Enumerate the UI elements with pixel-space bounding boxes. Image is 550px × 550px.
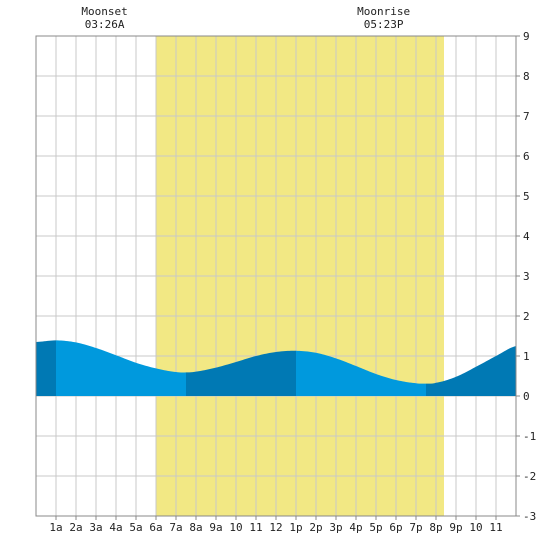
- x-tick-label: 5a: [129, 521, 142, 534]
- x-tick-label: 1p: [289, 521, 302, 534]
- tide-area-dark: [186, 350, 296, 396]
- y-tick-label: -1: [523, 430, 536, 443]
- x-tick-label: 1a: [49, 521, 62, 534]
- moonrise-time: 05:23P: [364, 18, 404, 31]
- y-tick-label: -2: [523, 470, 536, 483]
- x-tick-label: 10: [469, 521, 482, 534]
- moonrise-label: Moonrise: [357, 5, 410, 18]
- water-layer: [36, 340, 516, 396]
- x-tick-label: 12: [269, 521, 282, 534]
- y-tick-label: -3: [523, 510, 536, 523]
- x-tick-label: 6a: [149, 521, 162, 534]
- x-axis: 1a 2a 3a 4a 5a 6a 7a 8a 9a 10 11 12 1p 2p 3p 4p 5p 6p 7p 8p…: [49, 516, 503, 534]
- y-tick-label: 7: [523, 110, 530, 123]
- x-tick-label: 2a: [69, 521, 82, 534]
- grid-layer: [36, 36, 516, 516]
- x-tick-label: 7a: [169, 521, 182, 534]
- x-tick-label: 11: [489, 521, 502, 534]
- x-tick-label: 8p: [429, 521, 442, 534]
- tide-area-dark: [426, 346, 516, 396]
- x-tick-label: 4a: [109, 521, 122, 534]
- x-tick-label: 2p: [309, 521, 322, 534]
- y-tick-label: 6: [523, 150, 530, 163]
- y-tick-label: 2: [523, 310, 530, 323]
- x-tick-label: 10: [229, 521, 242, 534]
- moonset-time: 03:26A: [85, 18, 125, 31]
- x-tick-label: 4p: [349, 521, 362, 534]
- tide-area-light: [56, 340, 186, 396]
- x-tick-label: 9p: [449, 521, 462, 534]
- tide-area-dark: [36, 340, 56, 396]
- x-tick-label: 11: [249, 521, 262, 534]
- y-axis: -3 -2 -1 0 1 2 3 4 5 6 7 8 9: [516, 30, 536, 523]
- x-tick-label: 3a: [89, 521, 102, 534]
- x-tick-label: 7p: [409, 521, 422, 534]
- y-tick-label: 4: [523, 230, 530, 243]
- x-tick-label: 6p: [389, 521, 402, 534]
- tide-area-light: [296, 350, 426, 396]
- x-tick-label: 3p: [329, 521, 342, 534]
- y-tick-label: 1: [523, 350, 530, 363]
- x-tick-label: 8a: [189, 521, 202, 534]
- y-tick-label: 3: [523, 270, 530, 283]
- x-tick-label: 5p: [369, 521, 382, 534]
- y-tick-label: 5: [523, 190, 530, 203]
- x-tick-label: 9a: [209, 521, 222, 534]
- y-tick-label: 9: [523, 30, 530, 43]
- y-tick-label: 8: [523, 70, 530, 83]
- moonset-label: Moonset: [81, 5, 127, 18]
- y-tick-label: 0: [523, 390, 530, 403]
